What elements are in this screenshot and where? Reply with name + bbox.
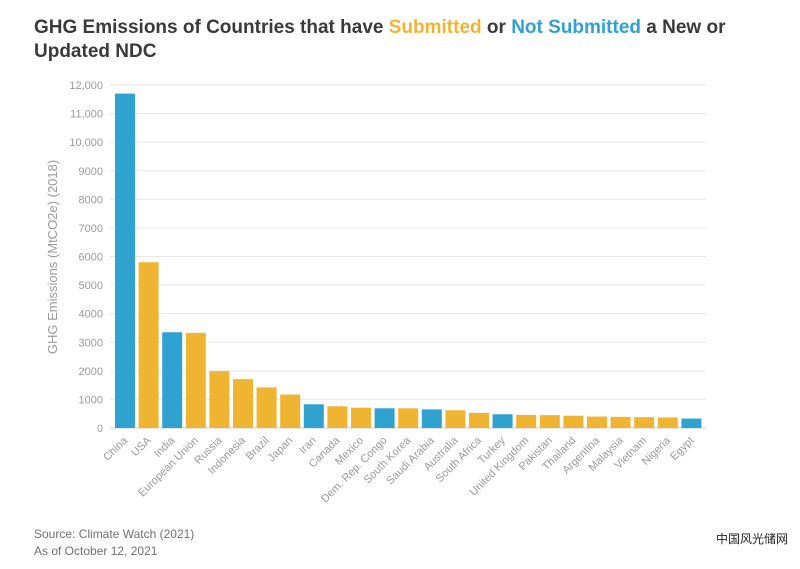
bar-japan [280, 394, 301, 428]
x-tick-label: Japan [266, 435, 296, 465]
title-not-submitted: Not Submitted [511, 17, 642, 38]
y-axis-ticks: 0 1000 2000 3000 4000 5000 6000 7000 8000 9000 10,… [69, 80, 103, 435]
title-submitted: Submitted [388, 17, 482, 38]
bar-russia [209, 371, 230, 428]
bar-thailand [563, 415, 584, 428]
x-tick-label: Egypt [668, 435, 696, 463]
bar-usa [138, 262, 159, 428]
bar-australia [445, 410, 466, 428]
bar-united-kingdom [516, 414, 537, 428]
y-tick-label: 10,000 [69, 137, 103, 149]
y-tick-label: 7000 [79, 223, 103, 235]
y-tick-label: 12,000 [69, 80, 103, 92]
y-tick-label: 9000 [79, 166, 103, 178]
bar-indonesia [233, 379, 253, 428]
title-part1: GHG Emissions of Countries that have [34, 17, 389, 38]
title-part3: a New or Updated NDC [34, 17, 726, 62]
bar-india [162, 332, 183, 428]
bar-iran [303, 404, 324, 428]
y-tick-label: 0 [97, 423, 103, 435]
x-tick-label: China [101, 434, 130, 463]
bar-turkey [492, 414, 513, 428]
y-tick-label: 6000 [79, 252, 103, 264]
as-of-line: As of October 12, 2021 [34, 544, 158, 558]
y-tick-label: 1000 [79, 394, 103, 406]
chart-title: GHG Emissions of Countries that have Sub… [34, 16, 734, 64]
source-note: Source: Climate Watch (2021) As of Octob… [34, 526, 194, 560]
source-line: Source: Climate Watch (2021) [34, 527, 195, 541]
y-tick-label: 8000 [79, 194, 103, 206]
bar-malaysia [610, 416, 631, 428]
x-tick-label: USA [129, 434, 154, 459]
bar-mexico [351, 407, 371, 428]
bar-pakistan [539, 415, 560, 428]
bar-dem-rep-congo [374, 408, 395, 428]
y-axis-label: GHG Emissions (MtCO2e) (2018) [45, 160, 60, 354]
title-part2: or [481, 17, 512, 38]
bar-european-union [185, 332, 206, 428]
bar-egypt [681, 418, 702, 428]
bar-saudi-arabia [421, 409, 442, 428]
bar-argentina [587, 416, 607, 428]
y-tick-label: 4000 [79, 309, 103, 321]
y-tick-label: 11,000 [70, 109, 103, 121]
bar-south-korea [398, 408, 419, 428]
bar-china [115, 93, 135, 428]
y-tick-label: 3000 [79, 337, 103, 349]
bar-brazil [256, 387, 277, 428]
bar-canada [327, 406, 348, 428]
watermark: 中国风光储网 [715, 532, 788, 546]
bar-vietnam [634, 417, 655, 428]
bar-chart: 0 1000 2000 3000 4000 5000 6000 7000 8000 9000 10,… [45, 80, 706, 505]
y-tick-label: 2000 [79, 366, 103, 378]
bar-nigeria [657, 417, 678, 428]
bars [115, 93, 702, 428]
bar-south-africa [469, 412, 489, 428]
y-tick-label: 5000 [79, 280, 103, 292]
